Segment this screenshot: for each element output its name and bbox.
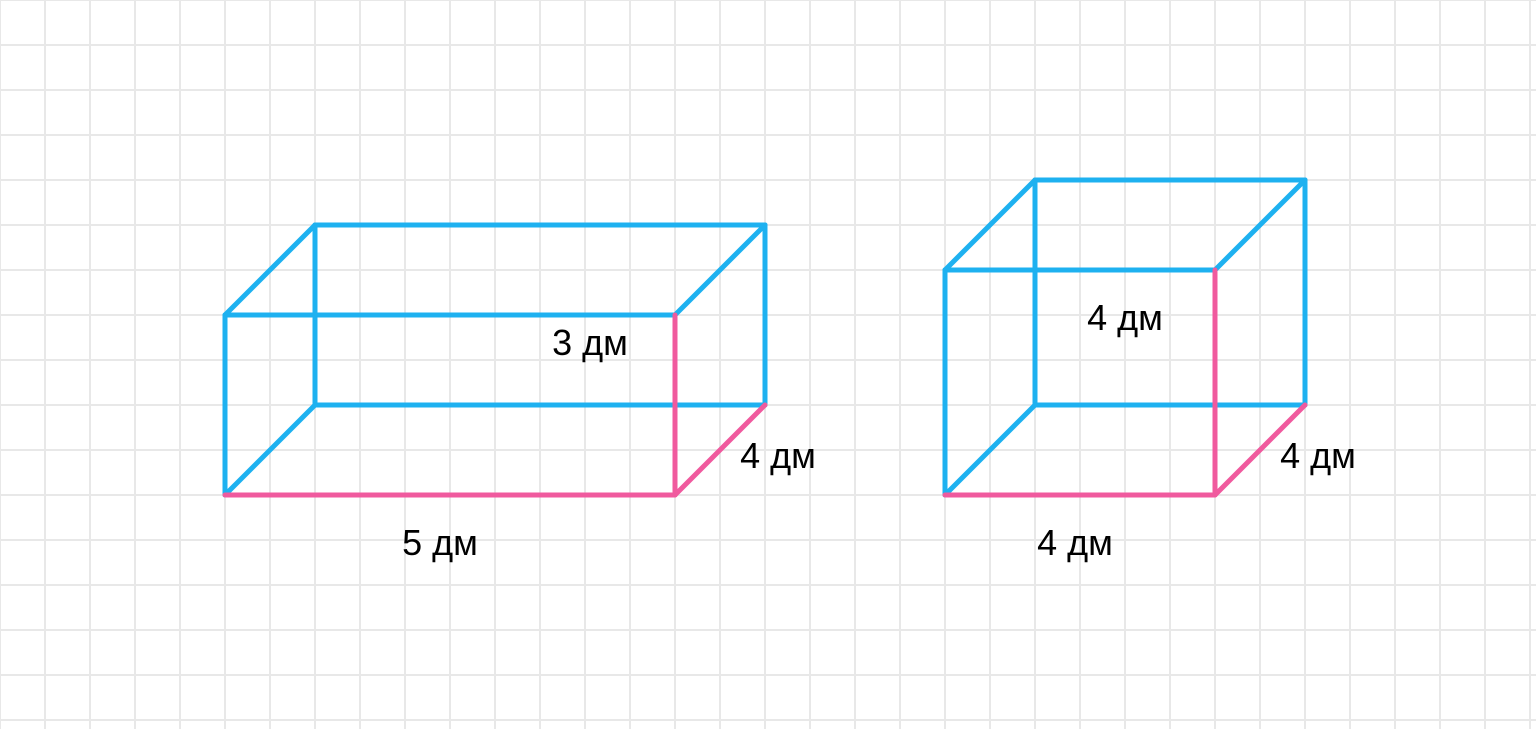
diagram-canvas: 3 дм 4 дм 5 дм 4 дм 4 дм 4 дм xyxy=(0,0,1536,729)
dimension-label: 5 дм xyxy=(402,522,478,563)
dimension-label: 4 дм xyxy=(1280,435,1356,476)
dimension-label: 4 дм xyxy=(1087,297,1163,338)
dimension-label: 4 дм xyxy=(740,435,816,476)
dimension-label: 3 дм xyxy=(552,322,628,363)
dimension-label: 4 дм xyxy=(1037,522,1113,563)
